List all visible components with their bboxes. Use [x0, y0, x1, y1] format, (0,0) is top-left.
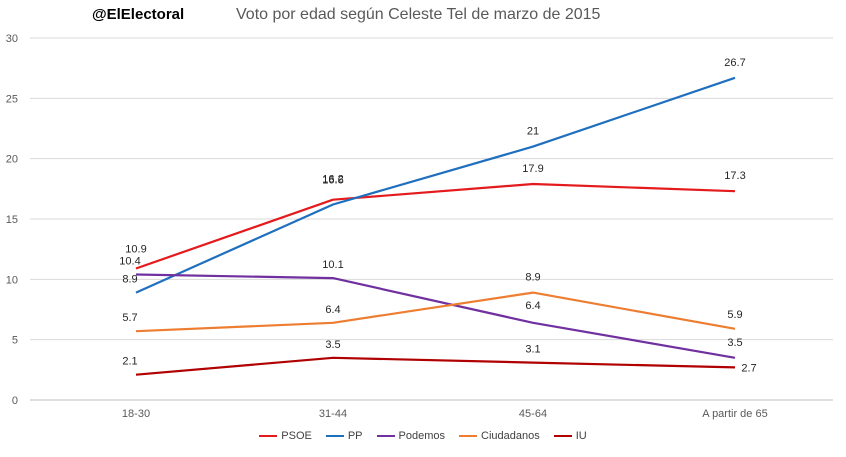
y-tick-label: 5	[12, 335, 18, 347]
legend-item-iu: IU	[553, 430, 587, 442]
legend-swatch	[259, 435, 278, 437]
data-label: 6.4	[325, 304, 340, 316]
x-tick-label: 31-44	[319, 408, 347, 420]
data-label: 3.5	[325, 339, 340, 351]
series-line-ciudadanos	[135, 291, 736, 333]
brand-label: @ElElectoral	[92, 6, 185, 23]
x-tick-label: 45-64	[519, 408, 547, 420]
legend-label: PSOE	[281, 430, 312, 442]
legend-label: IU	[575, 430, 587, 442]
series-line-pp	[135, 76, 736, 294]
chart-legend: PSOE PP Podemos Ciudadanos IU	[0, 430, 846, 442]
legend-item-podemos: Podemos	[376, 430, 446, 442]
data-label: 10.1	[322, 259, 343, 271]
y-tick-label: 20	[6, 154, 18, 166]
data-label: 26.7	[724, 57, 745, 69]
y-tick-label: 15	[6, 214, 18, 226]
data-label: 3.1	[525, 344, 540, 356]
legend-item-psoe: PSOE	[259, 430, 312, 442]
y-tick-label: 30	[6, 33, 18, 45]
data-label: 6.4	[525, 300, 540, 312]
chart-title: Voto por edad según Celeste Tel de marzo…	[236, 6, 601, 23]
series-line-podemos	[135, 273, 736, 359]
x-tick-label: 18-30	[122, 408, 150, 420]
series-line-psoe	[135, 182, 736, 270]
data-label: 8.9	[122, 274, 137, 286]
data-label: 21	[527, 126, 539, 138]
legend-item-pp: PP	[325, 430, 363, 442]
legend-label: PP	[347, 430, 363, 442]
data-label: 2.1	[122, 356, 137, 368]
legend-swatch	[553, 435, 572, 437]
data-label: 17.9	[522, 163, 543, 175]
legend-label: Ciudadanos	[481, 430, 540, 442]
data-label: 3.5	[727, 337, 742, 349]
legend-item-ciudadanos: Ciudadanos	[459, 430, 540, 442]
data-label: 8.9	[525, 272, 540, 284]
data-label: 16.6	[322, 175, 343, 187]
y-tick-label: 10	[6, 274, 18, 286]
x-tick-label: A partir de 65	[702, 408, 767, 420]
data-label: 5.7	[122, 312, 137, 324]
data-label: 17.3	[724, 170, 745, 182]
data-label: 2.7	[741, 362, 756, 374]
y-tick-label: 0	[12, 395, 18, 407]
data-label: 10.4	[119, 256, 140, 268]
data-label: 5.9	[727, 309, 742, 321]
legend-swatch	[459, 435, 478, 437]
legend-label: Podemos	[398, 430, 446, 442]
legend-swatch	[325, 435, 344, 437]
data-label: 10.9	[125, 243, 146, 255]
legend-swatch	[376, 435, 395, 437]
y-tick-label: 25	[6, 93, 18, 105]
series-line-iu	[135, 356, 736, 376]
data-label: 16.2	[322, 174, 343, 186]
